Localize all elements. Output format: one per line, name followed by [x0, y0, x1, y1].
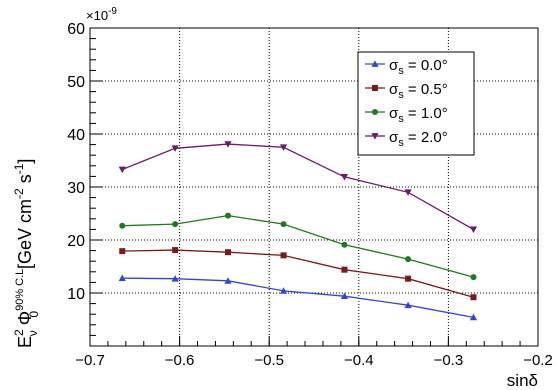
series-3-point-5	[404, 189, 412, 196]
series-1-point-0	[119, 248, 126, 255]
y-label-s: s	[15, 174, 35, 188]
series-3-point-0	[118, 166, 126, 174]
series-3	[118, 141, 478, 233]
y-label-phi: Φ	[15, 311, 35, 325]
y-exponent-power: -9	[108, 6, 117, 17]
y-tick-label-2: 30	[67, 180, 85, 197]
y-tick-label-0: 10	[67, 286, 85, 303]
y-tick-label-3: 40	[67, 127, 85, 144]
series-2-point-6	[470, 274, 477, 281]
y-tick-label-1: 20	[67, 233, 85, 250]
y-label-zero: 0	[27, 311, 41, 318]
series-0-point-0	[118, 274, 126, 282]
y-exponent-base: ×10	[86, 8, 108, 23]
legend-marker-3	[365, 133, 385, 140]
series-0-point-2	[224, 277, 232, 284]
series-3-point-4	[340, 174, 349, 181]
series-3-point-3	[279, 144, 288, 151]
legend-label-1: σs = 0.5°	[389, 81, 448, 101]
y-label-units: [GeV cm	[15, 199, 35, 269]
series-1-point-2	[224, 249, 231, 256]
series-2-point-4	[341, 241, 348, 248]
series-2-point-0	[119, 222, 126, 229]
legend-label-2: σs = 1.0°	[389, 105, 448, 125]
series-3-point-2	[224, 141, 232, 148]
legend-entry-0: σs = 0.0°	[365, 57, 448, 77]
axis-ticks: −0.7 −0.6 −0.5 −0.4 −0.3 −0.2 10 20 30 40 50 60	[67, 21, 553, 369]
x-axis-label: sinδ	[507, 371, 538, 390]
y-label-sq: 2	[12, 329, 26, 336]
series-1-point-5	[405, 275, 412, 282]
legend-marker-0	[365, 60, 385, 67]
series-1	[119, 247, 477, 301]
y-label-E: E	[15, 336, 35, 348]
legend-symbol-2	[372, 109, 378, 115]
legend-entry-2: σs = 1.0°	[365, 105, 448, 125]
y-label-cm-exp: -2	[12, 188, 26, 199]
series-2	[119, 212, 477, 281]
legend-symbol-1	[372, 85, 378, 91]
series-2-point-1	[172, 221, 179, 228]
legend-marker-2	[365, 109, 385, 115]
y-tick-label-4: 50	[67, 74, 85, 91]
series-0-point-5	[404, 301, 412, 309]
y-tick-label-5: 60	[67, 21, 85, 38]
series-group	[118, 141, 478, 321]
series-0	[118, 274, 478, 321]
series-0-point-6	[469, 313, 478, 321]
x-tick-label-5: −0.2	[523, 352, 553, 369]
series-0-point-3	[279, 287, 288, 294]
legend: σs = 0.0° σs = 0.5° σs = 1.0° σs = 2.0°	[357, 51, 475, 156]
grid-lines	[90, 28, 538, 346]
series-0-point-1	[171, 275, 179, 282]
series-2-point-2	[224, 212, 231, 219]
series-2-point-3	[280, 221, 287, 228]
x-tick-label-2: −0.5	[254, 352, 284, 369]
series-3-point-1	[171, 145, 179, 152]
series-3-point-6	[469, 226, 478, 233]
legend-symbol-0	[371, 60, 379, 67]
series-2-point-5	[405, 256, 412, 263]
legend-symbol-3	[371, 133, 379, 140]
legend-label-3: σs = 2.0°	[389, 129, 448, 149]
y-label-nu: ν	[26, 330, 40, 336]
y-label-cl: 90% C.L.	[14, 266, 26, 311]
y-axis-label: E2νΦ90% C.L.0 [GeV cm-2 s-1]	[12, 159, 41, 348]
legend-label-0: σs = 0.0°	[389, 57, 448, 77]
series-1-point-1	[172, 247, 179, 254]
series-0-point-4	[340, 292, 349, 300]
x-tick-label-1: −0.6	[165, 352, 195, 369]
series-1-point-4	[341, 266, 348, 273]
x-tick-label-3: −0.4	[344, 352, 374, 369]
x-tick-label-4: −0.3	[434, 352, 464, 369]
legend-marker-1	[365, 85, 385, 91]
y-label-s-exp: -1	[12, 163, 26, 174]
x-tick-label-0: −0.7	[75, 352, 105, 369]
legend-entry-1: σs = 0.5°	[365, 81, 448, 101]
svg-text:E2νΦ90% C.L.0[GeV cm-2 s-1]: E2νΦ90% C.L.0 [GeV cm-2 s-1]	[12, 159, 41, 348]
y-exponent-label: ×10-9	[86, 6, 117, 23]
series-1-point-3	[280, 252, 287, 259]
legend-entry-3: σs = 2.0°	[365, 129, 448, 149]
legend-box	[357, 51, 475, 156]
series-1-point-6	[470, 294, 477, 301]
y-label-close: ]	[15, 159, 35, 164]
